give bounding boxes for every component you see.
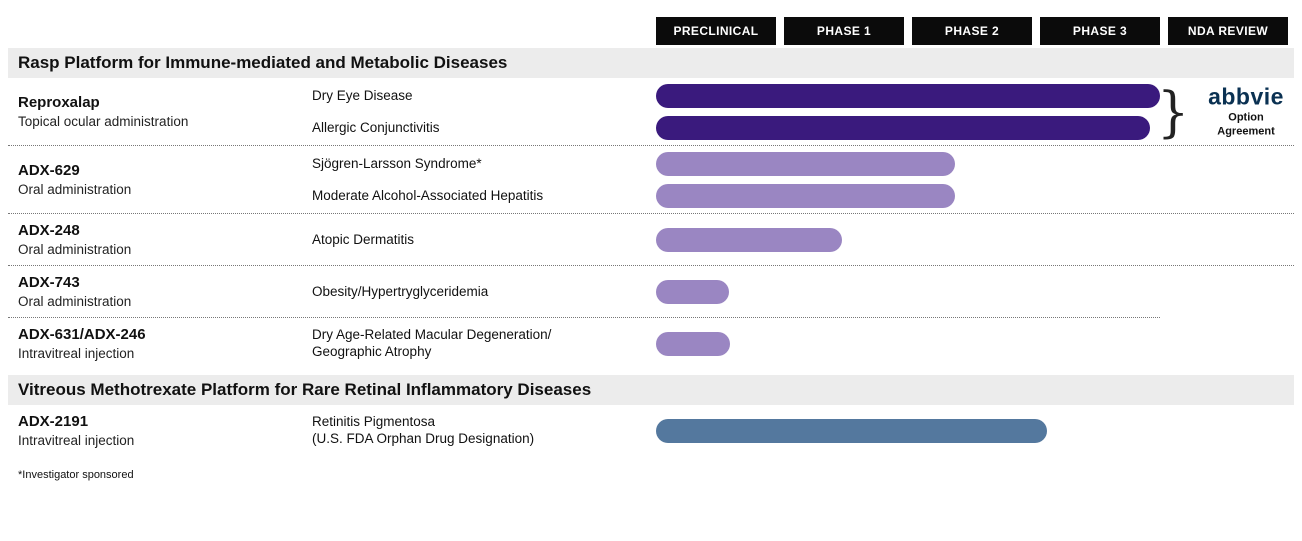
phase-progress-track — [656, 419, 1294, 443]
brace-glyph: } — [1157, 80, 1189, 144]
phase-progress-track — [656, 184, 1294, 208]
indication-label: Atopic Dermatitis — [312, 231, 415, 247]
indication-label: Sjögren-Larsson Syndrome* — [312, 155, 482, 171]
indication-label: Dry Eye Disease — [312, 87, 413, 103]
drug-name: ADX-743 — [18, 273, 80, 291]
phase-progress-track — [656, 228, 1294, 252]
indication-row: Sjögren-Larsson Syndrome* — [294, 148, 1294, 180]
phase-header-row: PRECLINICAL PHASE 1 PHASE 2 PHASE 3 NDA REVI… — [656, 17, 1294, 45]
phase-header-box: PHASE 3 — [1040, 17, 1160, 45]
indication-row: Dry Eye Disease — [294, 80, 1294, 112]
program-row: ADX-743 Oral administration Obesity/Hype… — [0, 266, 1302, 318]
drug-name: ADX-248 — [18, 221, 80, 239]
abbvie-logo: abbvie — [1208, 83, 1284, 110]
indication-row: Dry Age-Related Macular Degeneration/ Ge… — [294, 320, 1294, 368]
indication-list: Atopic Dermatitis — [294, 216, 1294, 264]
phase-header-box: PHASE 2 — [912, 17, 1032, 45]
phase-progress-bar — [656, 419, 1047, 443]
indication-list: Sjögren-Larsson Syndrome* Moderate Alcoh… — [294, 148, 1294, 212]
pipeline-section: Vitreous Methotrexate Platform for Rare … — [0, 375, 1302, 457]
partner-info: abbvie Option Agreement — [1194, 85, 1298, 139]
phase-progress-track — [656, 152, 1294, 176]
indication-label: Retinitis Pigmentosa (U.S. FDA Orphan Dr… — [312, 414, 535, 446]
phase-progress-track — [656, 84, 1294, 108]
drug-administration-route: Intravitreal injection — [18, 345, 135, 361]
indication-list: Dry Age-Related Macular Degeneration/ Ge… — [294, 320, 1294, 368]
drug-administration-route: Oral administration — [18, 181, 132, 197]
indication-row: Moderate Alcohol-Associated Hepatitis — [294, 180, 1294, 212]
phase-progress-track — [656, 280, 1294, 304]
indication-list: Retinitis Pigmentosa (U.S. FDA Orphan Dr… — [294, 407, 1294, 455]
partner-block: } abbvie Option Agreement — [1157, 85, 1298, 139]
drug-column: ADX-743 Oral administration — [0, 268, 294, 316]
phase-progress-bar — [656, 228, 842, 252]
program-row: ADX-248 Oral administration Atopic Derma… — [0, 214, 1302, 266]
indication-label: Moderate Alcohol-Associated Hepatitis — [312, 187, 544, 203]
footnote: *Investigator sponsored — [18, 469, 134, 481]
pipeline-chart: PRECLINICAL PHASE 1 PHASE 2 PHASE 3 NDA REVI… — [0, 17, 1302, 481]
indication-list: Dry Eye Disease Allergic Conjunctivitis — [294, 80, 1294, 144]
drug-administration-route: Oral administration — [18, 293, 132, 309]
drug-column: Reproxalap Topical ocular administration — [0, 80, 294, 144]
phase-header-box: PRECLINICAL — [656, 17, 776, 45]
indication-label: Dry Age-Related Macular Degeneration/ Ge… — [312, 327, 552, 359]
pipeline-sections: Rasp Platform for Immune-mediated and Me… — [0, 48, 1302, 457]
program-row: Reproxalap Topical ocular administration… — [0, 78, 1302, 146]
phase-progress-bar — [656, 116, 1150, 140]
phase-progress-track — [656, 116, 1294, 140]
phase-header-box: NDA REVIEW — [1168, 17, 1288, 45]
indication-label: Obesity/Hypertryglyceridemia — [312, 283, 489, 299]
section-title-text: Rasp Platform for Immune-mediated and Me… — [18, 53, 508, 72]
phase-progress-bar — [656, 332, 730, 356]
phase-progress-bar — [656, 184, 955, 208]
drug-column: ADX-248 Oral administration — [0, 216, 294, 264]
indication-row: Allergic Conjunctivitis — [294, 112, 1294, 144]
section-title: Vitreous Methotrexate Platform for Rare … — [8, 375, 1294, 405]
indication-row: Atopic Dermatitis — [294, 216, 1294, 264]
program-list: Reproxalap Topical ocular administration… — [0, 78, 1302, 370]
drug-administration-route: Intravitreal injection — [18, 432, 135, 448]
drug-administration-route: Oral administration — [18, 241, 132, 257]
phase-progress-bar — [656, 84, 1160, 108]
indication-label: Allergic Conjunctivitis — [312, 119, 440, 135]
phase-progress-bar — [656, 280, 729, 304]
indication-row: Obesity/Hypertryglyceridemia — [294, 268, 1294, 316]
drug-column: ADX-2191 Intravitreal injection — [0, 407, 294, 455]
program-list: ADX-2191 Intravitreal injection Retiniti… — [0, 405, 1302, 457]
phase-progress-bar — [656, 152, 955, 176]
program-row: ADX-631/ADX-246 Intravitreal injection D… — [0, 318, 1302, 370]
indication-row: Retinitis Pigmentosa (U.S. FDA Orphan Dr… — [294, 407, 1294, 455]
drug-name: ADX-631/ADX-246 — [18, 325, 146, 343]
program-row: ADX-2191 Intravitreal injection Retiniti… — [0, 405, 1302, 457]
indication-list: Obesity/Hypertryglyceridemia — [294, 268, 1294, 316]
drug-column: ADX-629 Oral administration — [0, 148, 294, 212]
drug-name: Reproxalap — [18, 93, 100, 111]
drug-column: ADX-631/ADX-246 Intravitreal injection — [0, 320, 294, 368]
phase-progress-track — [656, 332, 1294, 356]
drug-administration-route: Topical ocular administration — [18, 113, 189, 129]
drug-name: ADX-629 — [18, 161, 80, 179]
section-title: Rasp Platform for Immune-mediated and Me… — [8, 48, 1294, 78]
section-title-text: Vitreous Methotrexate Platform for Rare … — [18, 380, 592, 399]
program-row: ADX-629 Oral administration Sjögren-Lars… — [0, 146, 1302, 214]
drug-name: ADX-2191 — [18, 412, 89, 430]
partner-agreement-note: Option Agreement — [1217, 111, 1275, 137]
phase-header-box: PHASE 1 — [784, 17, 904, 45]
pipeline-section: Rasp Platform for Immune-mediated and Me… — [0, 48, 1302, 370]
